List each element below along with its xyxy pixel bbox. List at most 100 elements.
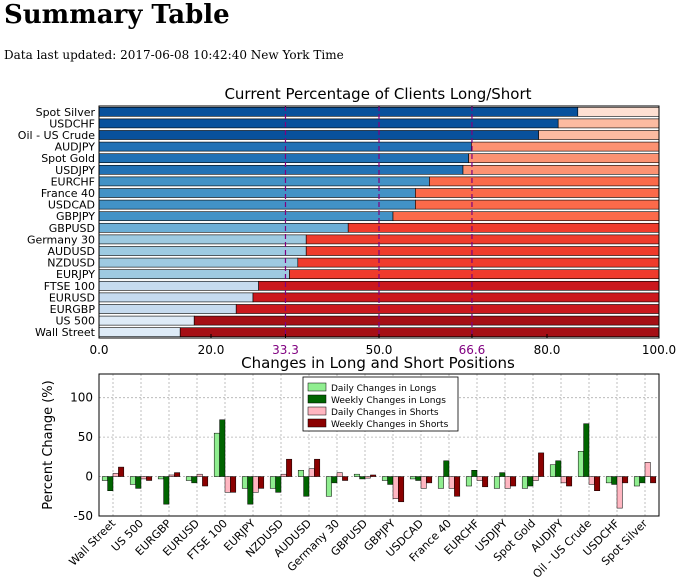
long-bar [98,315,195,326]
change-bar [107,476,114,492]
change-bar [202,476,209,487]
change-bar [616,476,623,509]
long-bar [98,130,539,140]
long-bar [98,153,469,164]
change-bar [560,476,567,484]
change-bar [112,473,119,477]
change-bar [465,476,472,487]
category-label: USDCAD [48,199,95,212]
short-bar [577,106,660,117]
change-bar [471,469,478,477]
short-bar [289,269,660,280]
change-bar [454,476,461,497]
change-bar [364,476,371,479]
change-bar [633,476,640,487]
change-bar [286,458,293,477]
short-bar [462,164,660,175]
change-bar [381,476,388,481]
legend-swatch [307,418,327,428]
change-bar [353,473,360,477]
change-bar [213,432,220,477]
change-bar [146,476,153,481]
change-bar [622,476,629,484]
category-label: US 500 [55,315,95,328]
change-bar [185,476,192,481]
change-bar [611,476,618,485]
short-bar [538,130,660,140]
legend-label: Weekly Changes in Longs [331,396,446,406]
change-bar [594,476,601,492]
change-bar [191,476,198,484]
short-bar [305,246,660,256]
change-bar [252,476,259,493]
long-bar [98,246,307,256]
category-label: Spot Gold [41,152,95,165]
x-tick-label: 80.0 [534,343,561,357]
change-bar [476,476,483,481]
long-bar [98,176,430,187]
change-bar [583,423,590,477]
change-bar [336,472,343,477]
change-bar [392,476,399,499]
y-tick-label: -50 [73,509,93,523]
change-bar [387,476,394,485]
long-short-chart: Current Percentage of Clients Long/Short… [18,85,676,357]
long-bar [98,280,259,291]
change-bar [493,476,500,489]
category-label: Germany 30 [27,233,95,246]
change-bar [241,476,248,489]
chart2-ylabel: Percent Change (%) [41,380,56,509]
category-label: USDJPY [55,164,95,177]
category-label: Wall Street [35,326,96,339]
legend-label: Daily Changes in Shorts [331,408,439,418]
x-tick-label: 100.0 [642,343,676,357]
change-bar [325,476,332,497]
change-bar [555,460,562,477]
category-label: EURCHF [51,175,95,188]
chart2-frame [98,373,660,517]
long-bar [98,199,416,210]
change-bar [566,476,573,487]
long-bar [98,234,307,245]
x-tick-label: 66.6 [459,343,486,357]
short-bar [415,199,660,210]
x-tick-label: 33.3 [272,343,299,357]
y-tick-label: 0 [85,470,93,484]
chart1-title: Current Percentage of Clients Long/Short [224,85,531,103]
short-bar [193,315,660,326]
chart2-title: Changes in Long and Short Positions [241,354,515,372]
change-bar [605,476,612,484]
category-label: EURJPY [56,268,95,281]
short-bar [305,234,660,245]
change-bar [342,476,349,481]
category-label: France 40 [41,187,95,200]
long-bar [98,327,181,338]
change-bar [443,460,450,477]
change-bar [639,476,646,484]
legend-label: Weekly Changes in Shorts [331,420,449,430]
change-bar [577,451,584,477]
short-bar [392,211,660,222]
change-bar [448,476,455,489]
short-bar [252,292,660,303]
legend-label: Daily Changes in Longs [331,384,436,394]
short-bar [297,257,660,268]
legend-swatch [307,382,327,392]
category-label: EURGBP [50,303,96,316]
change-bar [510,476,517,487]
x-tick-label: 20.0 [198,343,225,357]
category-label: GBPUSD [49,222,95,235]
change-bar [118,466,125,477]
change-bar [370,474,377,477]
change-bar [163,476,170,505]
change-bar [101,476,108,481]
long-bar [98,222,349,233]
change-bar [275,476,282,493]
change-bar [129,476,136,485]
change-bar [504,476,511,489]
short-bar [429,176,660,187]
change-bar [499,472,506,477]
change-bar [482,476,489,488]
long-bar [98,292,254,303]
